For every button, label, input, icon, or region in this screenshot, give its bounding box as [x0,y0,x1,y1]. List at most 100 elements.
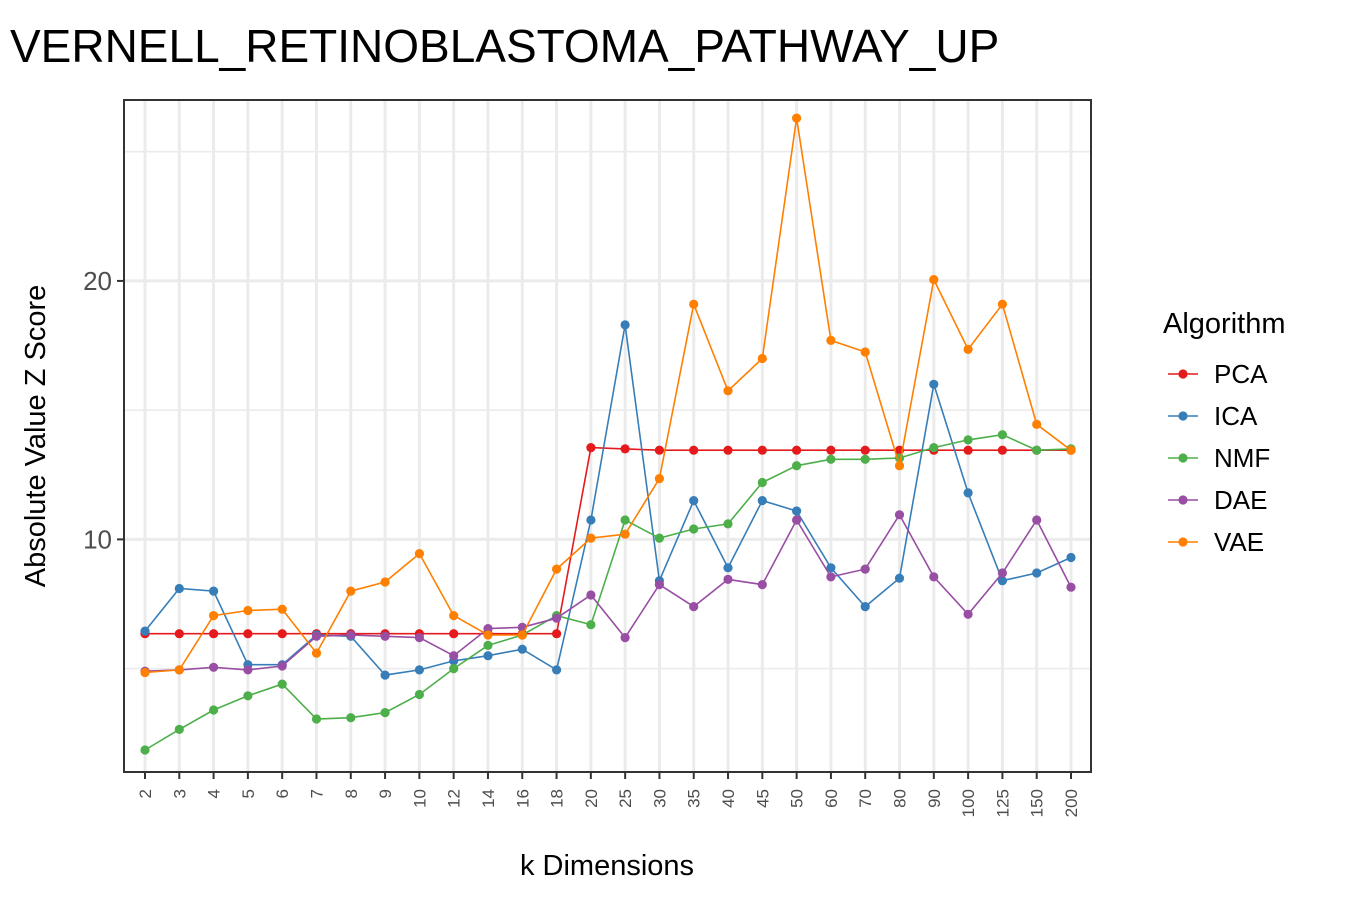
data-point-dae [792,515,802,525]
data-point-dae [552,613,562,623]
data-point-ica [860,602,870,612]
data-point-dae [243,665,253,675]
data-point-pca [586,443,596,453]
data-point-nmf [860,454,870,464]
data-point-nmf [723,519,733,529]
x-tick-label: 8 [342,789,361,798]
x-tick-label: 40 [719,789,738,808]
x-tick-label: 35 [685,789,704,808]
data-point-pca [449,629,459,639]
x-tick-label: 2 [136,789,155,798]
data-point-nmf [997,430,1008,440]
series-line-nmf [144,433,1072,751]
data-point-vae [757,353,767,364]
x-tick-label: 30 [650,789,669,808]
data-point-vae [1066,445,1076,455]
data-point-vae [380,577,390,587]
x-tick-label: 14 [479,789,498,808]
data-point-nmf [449,664,459,674]
data-point-pca [723,445,733,455]
data-point-pca [997,445,1008,455]
data-point-vae [963,344,973,354]
x-tick-label: 4 [205,789,224,798]
data-point-nmf [277,679,287,689]
data-point-vae [929,275,939,285]
data-point-vae [723,386,733,396]
data-point-nmf [311,714,322,724]
y-axis-title: Absolute Value Z Score [20,285,52,588]
data-point-dae [1032,515,1042,525]
legend-key-point [1178,495,1188,505]
data-point-vae [792,113,802,123]
data-point-nmf [140,745,150,755]
data-point-ica [792,506,802,516]
data-point-ica [174,583,184,594]
data-point-pca [792,445,802,455]
data-point-pca [654,445,665,455]
legend-key-point [1178,537,1188,547]
data-point-dae [826,572,836,582]
legend-label: VAE [1214,527,1264,557]
data-point-vae [860,347,870,357]
data-point-nmf [826,454,836,464]
data-point-ica [620,320,630,330]
data-point-nmf [243,691,253,701]
data-point-vae [140,667,150,678]
legend-item-ica: ICA [1168,401,1258,431]
data-point-dae [449,651,459,661]
x-tick-label: 6 [273,789,292,798]
x-tick-label: 25 [616,789,635,808]
data-point-pca [552,629,562,639]
data-point-dae [860,564,870,574]
x-tick-label: 9 [376,789,395,798]
data-point-vae [620,529,630,539]
data-point-pca [826,445,836,455]
grid-lines [124,100,1091,772]
data-point-ica [689,496,699,506]
legend-label: NMF [1214,443,1270,473]
x-tick-label: 150 [1028,789,1047,817]
data-point-ica [1032,568,1042,578]
data-point-vae [449,611,459,621]
data-point-dae [311,631,322,641]
y-tick-label: 10 [83,524,112,554]
x-tick-label: 50 [788,789,807,808]
x-tick-label: 5 [239,789,258,798]
x-tick-label: 7 [307,789,326,798]
data-point-dae [654,580,665,590]
data-point-vae [346,586,356,596]
data-point-ica [517,644,527,654]
legend-key-point [1178,369,1188,379]
data-point-ica [723,563,733,573]
chart-title: VERNELL_RETINOBLASTOMA_PATHWAY_UP [10,20,999,72]
data-point-ica [552,665,562,675]
x-tick-label: 18 [548,789,567,808]
legend-key-point [1178,411,1188,421]
data-point-vae [243,605,253,616]
data-point-ica [140,626,150,636]
plot-frame [123,99,1092,773]
data-point-dae [620,633,630,643]
legend-label: DAE [1214,485,1267,515]
data-point-dae [380,631,390,641]
data-point-nmf [1032,445,1042,455]
series-line-ica [144,324,1072,676]
data-point-nmf [174,724,184,735]
legend-key-point [1178,453,1188,463]
data-point-nmf [209,705,219,715]
data-point-vae [517,630,527,640]
data-point-ica [894,573,905,583]
data-point-nmf [620,515,630,525]
data-point-dae [894,510,905,520]
data-point-ica [929,379,939,389]
data-point-nmf [654,533,665,543]
data-point-ica [209,586,219,596]
data-point-ica [963,488,973,498]
data-point-nmf [414,689,424,700]
data-point-ica [997,576,1008,586]
x-tick-label: 125 [993,789,1012,817]
data-point-pca [243,629,253,639]
legend-item-vae: VAE [1168,527,1264,557]
